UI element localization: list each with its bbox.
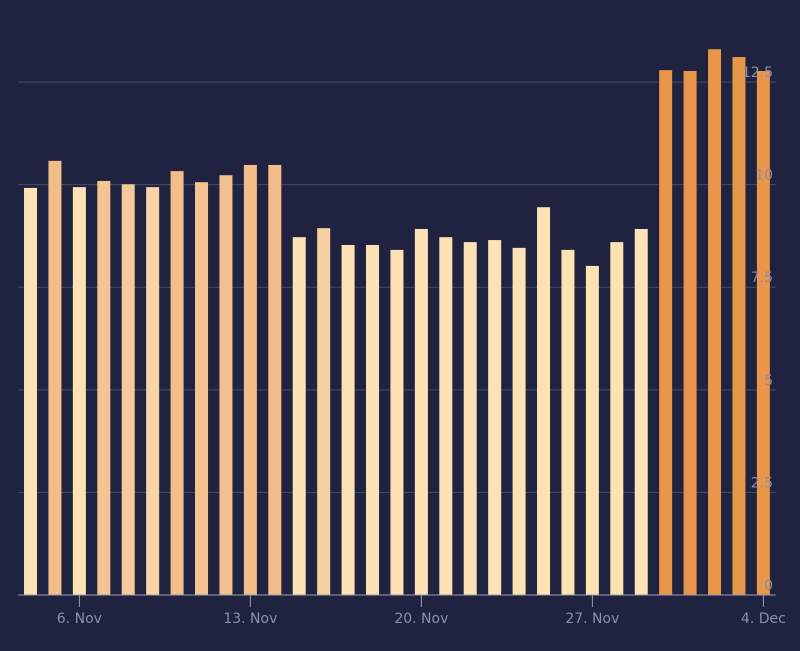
bar — [561, 249, 575, 595]
bar — [585, 265, 599, 595]
bar — [488, 240, 502, 595]
bar — [317, 228, 331, 595]
y-tick-label: 5 — [764, 373, 773, 389]
x-tick-label: 20. Nov — [394, 611, 448, 627]
bar — [170, 171, 184, 595]
bar — [610, 242, 624, 595]
bar — [463, 242, 477, 595]
bar — [439, 237, 453, 595]
bar — [72, 187, 86, 595]
bar — [634, 228, 648, 595]
bar — [268, 164, 282, 595]
bar — [195, 182, 209, 595]
bar — [366, 244, 380, 595]
bar — [756, 70, 770, 596]
bar — [24, 187, 38, 595]
bar — [243, 164, 257, 595]
y-tick-label: 7.5 — [751, 270, 773, 286]
bar — [732, 57, 746, 596]
bar — [292, 237, 306, 595]
bar — [512, 247, 526, 596]
bar — [97, 180, 111, 595]
bar — [48, 160, 62, 596]
y-tick-label: 10 — [755, 168, 773, 184]
y-tick-label: 0 — [764, 578, 773, 594]
bar — [121, 184, 135, 596]
y-tick-label: 2.5 — [751, 475, 773, 491]
bar — [683, 70, 697, 596]
y-tick-label: 12.5 — [742, 65, 773, 81]
x-tick-label: 27. Nov — [565, 611, 619, 627]
bar — [390, 249, 404, 595]
bar — [341, 244, 355, 595]
x-tick-label: 4. Dec — [741, 611, 786, 627]
x-tick-label: 6. Nov — [57, 611, 102, 627]
bar — [414, 228, 428, 595]
bar — [219, 175, 233, 596]
x-tick-label: 13. Nov — [223, 611, 277, 627]
bar — [708, 49, 722, 595]
bar — [537, 207, 551, 596]
bar — [659, 70, 673, 596]
bar — [146, 187, 160, 595]
